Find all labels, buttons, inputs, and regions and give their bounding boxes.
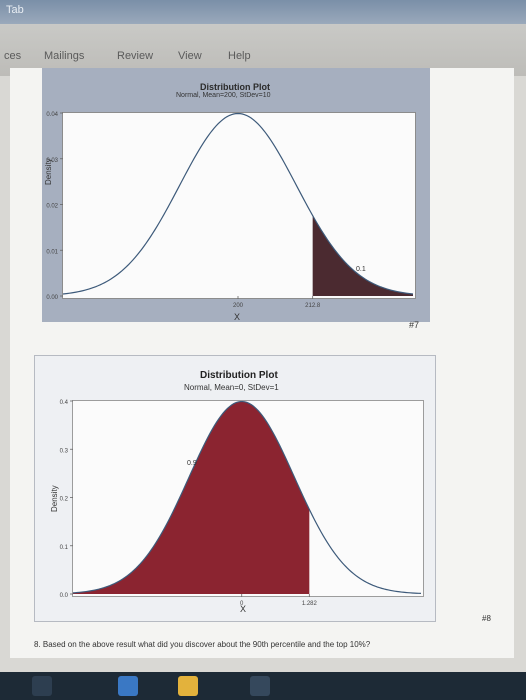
start-icon[interactable]	[32, 676, 52, 696]
tab-review[interactable]: Review	[117, 50, 154, 62]
chart-1-area-label: 0.1	[356, 266, 366, 273]
chart-1-density-curve	[62, 112, 414, 295]
chart-2-ytick-label: 0.4	[60, 400, 69, 406]
chart-2-subtitle: Normal, Mean=0, StDev=1	[184, 383, 279, 392]
chart-1-title: Distribution Plot	[200, 82, 270, 92]
chart-1-shaded-area	[312, 215, 413, 296]
chart-1-ytick-label: 0.00	[46, 295, 58, 301]
chart-2-ytick-label: 0.1	[60, 545, 69, 551]
chart-2-title: Distribution Plot	[200, 370, 278, 381]
window-title: Tab	[6, 4, 24, 16]
chart-2-density-curve	[72, 400, 422, 595]
tab-mailings[interactable]: Mailings	[44, 50, 85, 62]
chart-2-shaded-area	[73, 401, 310, 594]
tab-references[interactable]: ces	[4, 50, 22, 62]
question-text[interactable]: 8. Based on the above result what did yo…	[34, 640, 371, 649]
chart-2-xtick-label: 0	[240, 601, 244, 607]
chart-2-ytick-label: 0.2	[60, 497, 69, 503]
label-7: #7	[409, 320, 420, 330]
chart-1-xtick-label: 212.8	[305, 303, 321, 309]
folder-icon[interactable]	[178, 676, 198, 696]
taskbar	[0, 672, 526, 700]
chart-2-xtick-label: 1.282	[302, 601, 318, 607]
chart-1-xlabel: X	[234, 312, 241, 322]
tab-help[interactable]: Help	[228, 50, 251, 62]
chart-2-ytick-label: 0.3	[60, 448, 69, 454]
store-icon[interactable]	[250, 676, 270, 696]
edge-icon[interactable]	[118, 676, 138, 696]
chart-1-subtitle: Normal, Mean=200, StDev=10	[176, 92, 271, 99]
chart-1-plot-area	[62, 112, 416, 299]
ribbon: ces Mailings Review View Help	[0, 24, 526, 76]
tab-view[interactable]: View	[178, 50, 202, 62]
window-title-bar: Tab	[0, 0, 526, 24]
label-8: #8	[482, 614, 491, 623]
chart-1-ytick-label: 0.01	[46, 249, 58, 255]
chart-1-xtick-label: 200	[233, 303, 244, 309]
chart-1-ytick-label: 0.04	[46, 112, 58, 118]
chart-1-ytick-label: 0.02	[46, 204, 58, 210]
chart-2-area-label: 0.9	[187, 460, 197, 467]
chart-1-ytick-label: 0.03	[46, 158, 58, 164]
chart-2-xlabel: X	[240, 604, 247, 614]
chart-2-ytick-label: 0.0	[60, 593, 69, 599]
chart-2-ylabel: Density	[50, 485, 59, 512]
